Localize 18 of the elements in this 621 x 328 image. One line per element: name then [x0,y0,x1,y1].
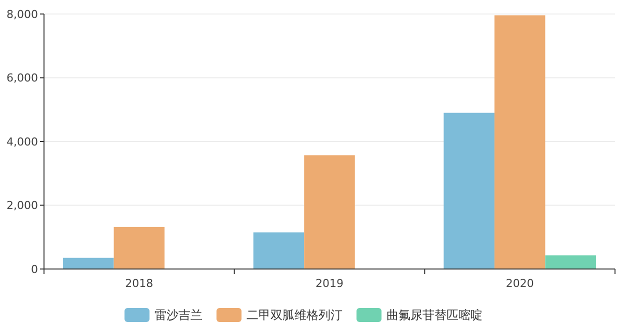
y-tick-label: 0 [31,262,38,276]
bar [114,226,165,269]
y-tick-label: 2,000 [6,199,38,212]
bar [444,112,494,269]
legend-label: 二甲双胍维格列汀 [246,308,342,322]
bar [494,15,546,269]
y-tick-label: 6,000 [6,72,38,85]
y-tick-label: 4,000 [6,135,38,148]
bar [545,255,596,269]
y-tick-label: 8,000 [6,8,38,21]
x-tick-label: 2018 [125,277,154,290]
bar [63,258,114,269]
legend-label: 曲氟尿苷替匹嘧啶 [386,308,482,322]
x-tick-label: 2020 [506,277,534,290]
legend-label: 雷沙吉兰 [154,308,202,322]
x-tick-label: 2019 [316,277,344,290]
bar [253,232,304,269]
bar [304,155,355,269]
